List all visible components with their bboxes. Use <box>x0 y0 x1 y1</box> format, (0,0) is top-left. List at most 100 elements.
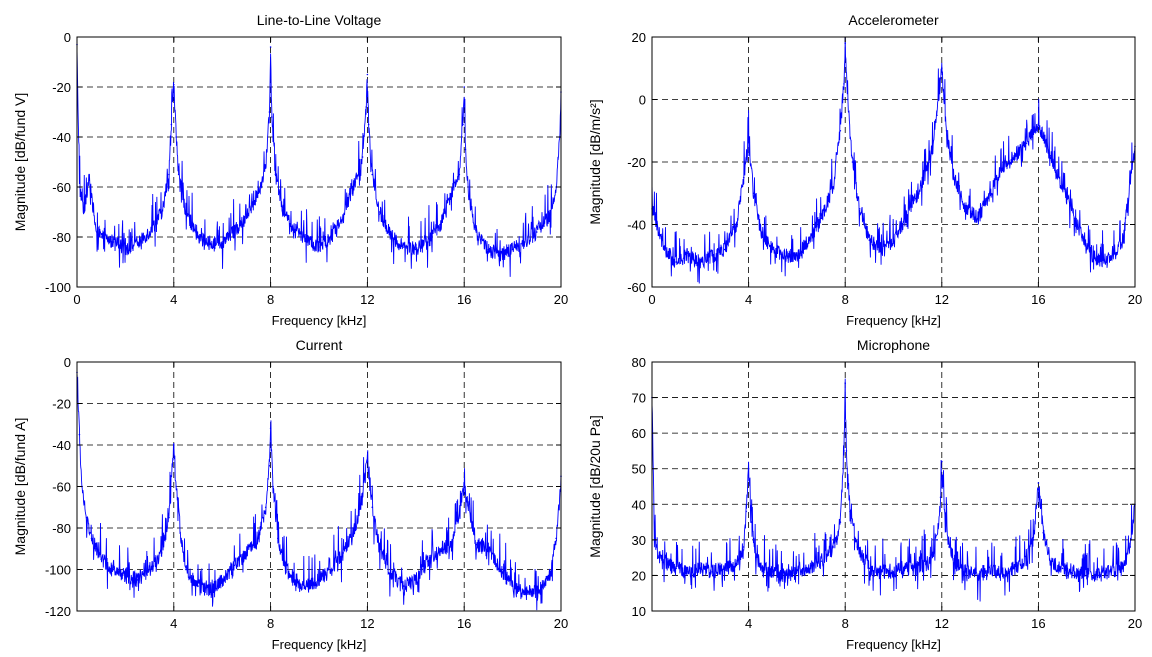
data-point <box>367 123 370 126</box>
subplot-line-to-line-voltage: 0 4 8 12 16 20 -100 -80 -60 -40 -20 0 Line-to-Line V… <box>12 12 568 328</box>
data-point <box>294 231 296 233</box>
data-point <box>330 236 332 238</box>
x-tick-label: 16 <box>1031 292 1045 307</box>
data-point <box>168 173 170 176</box>
data-point <box>209 243 211 246</box>
data-point <box>536 589 538 592</box>
data-point <box>1001 571 1003 573</box>
data-point <box>170 475 173 477</box>
data-point <box>687 254 690 257</box>
data-point <box>233 231 236 233</box>
x-tick-label: 8 <box>267 616 274 631</box>
x-tick-label: 20 <box>1128 292 1142 307</box>
y-tick-label: -20 <box>52 80 71 95</box>
data-point <box>977 574 979 577</box>
data-point <box>856 546 859 548</box>
x-axis-label: Frequency [kHz] <box>846 313 941 328</box>
data-point <box>904 567 907 570</box>
data-point <box>762 567 764 570</box>
data-point <box>366 460 369 463</box>
subplot-current: 4 8 12 16 20 -120 -100 -80 -60 -40 -20 0 Current Freq… <box>12 337 568 652</box>
data-point <box>953 176 955 179</box>
data-point <box>989 192 991 195</box>
data-point <box>148 231 151 233</box>
data-point <box>745 510 747 513</box>
data-point <box>274 173 277 176</box>
data-point <box>221 579 223 581</box>
data-point <box>78 433 81 436</box>
data-point <box>928 560 931 562</box>
x-tick-label: 4 <box>170 292 177 307</box>
data-point <box>755 556 757 559</box>
data-point <box>1001 167 1003 170</box>
data-point <box>136 241 139 243</box>
data-point <box>371 173 374 176</box>
y-tick-label: 20 <box>632 30 646 45</box>
data-point <box>185 211 187 213</box>
data-point <box>306 585 308 587</box>
y-axis-label: Magnitude [dB/20u Pa] <box>587 415 603 557</box>
data-point <box>868 239 871 241</box>
data-point <box>752 192 755 195</box>
data-point <box>173 83 175 86</box>
data-point <box>742 546 745 548</box>
data-point <box>264 506 267 509</box>
data-point <box>271 116 273 118</box>
x-tick-label: 12 <box>360 616 374 631</box>
data-point <box>687 571 690 573</box>
data-point <box>354 527 357 529</box>
data-point <box>462 123 464 126</box>
data-point <box>880 248 883 251</box>
x-tick-label: 0 <box>648 292 655 307</box>
data-point <box>965 571 967 573</box>
data-point <box>784 574 786 577</box>
data-point <box>272 485 274 488</box>
data-point <box>402 246 405 248</box>
data-point <box>759 229 762 232</box>
data-point <box>197 585 199 587</box>
data-point <box>209 589 211 592</box>
data-point <box>264 166 267 168</box>
data-point <box>1049 560 1052 562</box>
x-tick-label: 4 <box>170 616 177 631</box>
x-axis-label: Frequency [kHz] <box>272 637 367 652</box>
data-point <box>989 571 991 573</box>
data-point <box>548 216 550 218</box>
y-tick-label: 10 <box>632 604 646 619</box>
data-point <box>939 496 942 498</box>
data-point <box>371 506 374 509</box>
data-point <box>1037 482 1040 484</box>
data-point <box>342 552 345 554</box>
data-point <box>523 593 526 596</box>
data-point <box>124 248 127 251</box>
data-point <box>663 248 665 251</box>
axes-frame <box>76 36 562 288</box>
data-point <box>675 567 677 570</box>
data-point <box>451 191 453 193</box>
x-tick-label: 12 <box>935 616 949 631</box>
data-point <box>318 246 320 248</box>
data-point <box>136 579 139 581</box>
data-point <box>1110 254 1112 257</box>
y-tick-label: 70 <box>632 391 646 406</box>
data-point <box>936 114 938 116</box>
x-tick-label: 8 <box>842 616 849 631</box>
data-point <box>771 571 774 573</box>
data-point <box>711 254 714 257</box>
y-tick-label: 80 <box>632 355 646 370</box>
data-point <box>699 261 702 263</box>
y-tick-label: 20 <box>632 568 646 583</box>
y-tick-label: -80 <box>52 521 71 536</box>
data-point <box>665 563 668 566</box>
data-point <box>658 556 661 559</box>
data-point <box>948 546 950 548</box>
data-point <box>820 560 822 562</box>
data-point <box>977 217 979 220</box>
y-tick-label: 30 <box>632 533 646 548</box>
data-point <box>306 241 308 243</box>
data-point <box>858 208 861 210</box>
data-point <box>1097 261 1100 263</box>
data-point <box>892 239 895 241</box>
data-point <box>1025 142 1028 145</box>
